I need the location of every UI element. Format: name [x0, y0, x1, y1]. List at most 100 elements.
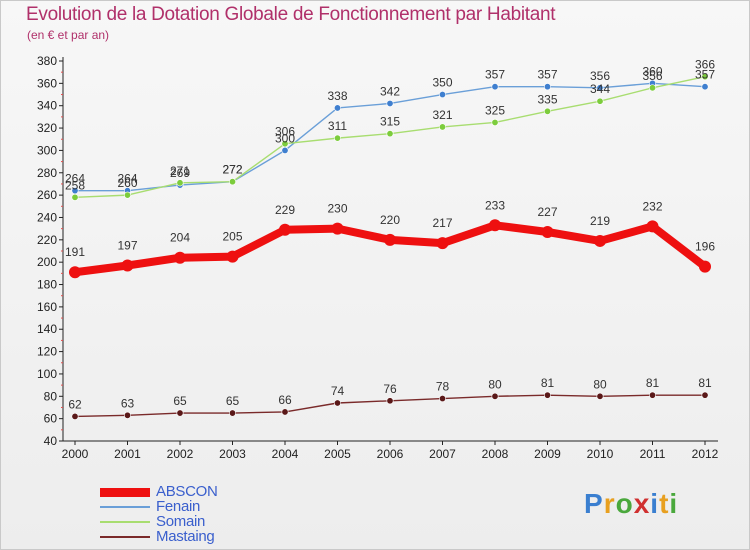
data-point [541, 226, 554, 238]
x-tick-label: 2010 [587, 447, 614, 461]
data-label: 220 [380, 213, 400, 227]
data-point [279, 223, 291, 236]
data-point [491, 392, 499, 400]
data-point [543, 107, 551, 115]
data-label: 357 [485, 68, 505, 82]
legend-swatch [100, 506, 150, 508]
data-point [333, 399, 341, 407]
data-point [438, 395, 446, 403]
data-label: 217 [432, 216, 452, 230]
data-label: 258 [65, 178, 85, 192]
x-tick-label: 2003 [219, 447, 246, 461]
data-label: 65 [226, 394, 240, 408]
data-point [594, 234, 606, 247]
brand-letter: r [603, 488, 616, 519]
data-point [699, 260, 711, 273]
data-label: 356 [590, 69, 610, 83]
x-tick-label: 2009 [534, 447, 561, 461]
x-tick-label: 2012 [692, 447, 719, 461]
data-point [333, 104, 341, 112]
data-label: 272 [222, 163, 242, 177]
brand-letter: P [584, 488, 604, 519]
data-point [174, 251, 186, 264]
data-point [69, 266, 81, 279]
data-label: 271 [170, 164, 190, 178]
data-point [491, 83, 499, 91]
brand-letter: o [615, 488, 634, 519]
brand-letter: i [669, 488, 679, 519]
data-label: 219 [590, 214, 610, 228]
brand-letter: x [633, 488, 651, 519]
x-tick-label: 2004 [272, 447, 299, 461]
data-label: 335 [537, 92, 557, 106]
data-label: 306 [275, 125, 295, 139]
data-label: 269 [170, 166, 190, 180]
y-tick-label: 140 [37, 322, 57, 336]
x-tick-label: 2007 [429, 447, 456, 461]
data-point [543, 83, 551, 91]
data-point [229, 178, 237, 186]
x-tick-label: 2011 [640, 447, 666, 461]
data-point [229, 409, 237, 417]
data-label: 204 [170, 231, 190, 245]
brand-letter: i [650, 488, 660, 519]
data-point [124, 191, 132, 199]
data-label: 357 [537, 68, 557, 82]
data-point [489, 219, 501, 232]
data-label: 360 [642, 64, 662, 78]
data-label: 321 [432, 108, 452, 122]
data-label: 300 [275, 131, 295, 145]
legend-label: ABSCON [156, 483, 218, 500]
y-tick-label: 200 [37, 255, 57, 269]
y-tick-label: 100 [37, 367, 57, 381]
x-tick-label: 2001 [114, 447, 141, 461]
data-label: 78 [436, 380, 450, 394]
y-tick-label: 280 [37, 166, 57, 180]
brand-logo: Proxiti [584, 488, 678, 520]
data-label: 232 [642, 199, 662, 213]
data-point [701, 73, 709, 81]
data-label: 315 [380, 115, 400, 129]
data-label: 264 [65, 172, 85, 186]
data-point [596, 392, 604, 400]
data-label: 80 [593, 377, 607, 391]
data-label: 264 [117, 172, 137, 186]
data-label: 62 [68, 397, 82, 411]
data-point [384, 233, 396, 246]
data-point [386, 130, 394, 138]
data-point [71, 412, 79, 420]
data-point [331, 222, 344, 235]
y-tick-label: 360 [37, 76, 57, 90]
brand-letter: t [659, 488, 670, 519]
data-point [648, 391, 656, 399]
legend-label: Mastaing [156, 528, 215, 545]
data-label: 205 [222, 230, 242, 244]
data-label: 325 [485, 103, 505, 117]
y-tick-label: 320 [37, 121, 57, 135]
data-point [543, 391, 551, 399]
x-tick-label: 2000 [62, 447, 89, 461]
data-label: 342 [380, 84, 400, 98]
data-label: 260 [117, 176, 137, 190]
y-tick-label: 120 [37, 345, 57, 359]
data-label: 227 [537, 205, 557, 219]
data-label: 272 [222, 163, 242, 177]
chart-subtitle: (en € et par an) [27, 28, 110, 42]
y-tick-label: 240 [37, 210, 57, 224]
data-point [438, 91, 446, 99]
data-point [436, 237, 449, 250]
data-point [648, 84, 656, 92]
data-point [226, 250, 239, 263]
data-label: 230 [327, 202, 347, 216]
data-point [596, 84, 604, 92]
data-point [124, 411, 132, 419]
data-point [71, 193, 79, 201]
x-tick-label: 2006 [377, 447, 404, 461]
chart-title: Evolution de la Dotation Globale de Fonc… [26, 4, 556, 25]
data-point [281, 140, 289, 148]
data-label: 338 [327, 89, 347, 103]
data-point [386, 99, 394, 107]
data-point [121, 259, 134, 272]
y-tick-label: 380 [37, 54, 57, 68]
data-label: 196 [695, 240, 715, 254]
